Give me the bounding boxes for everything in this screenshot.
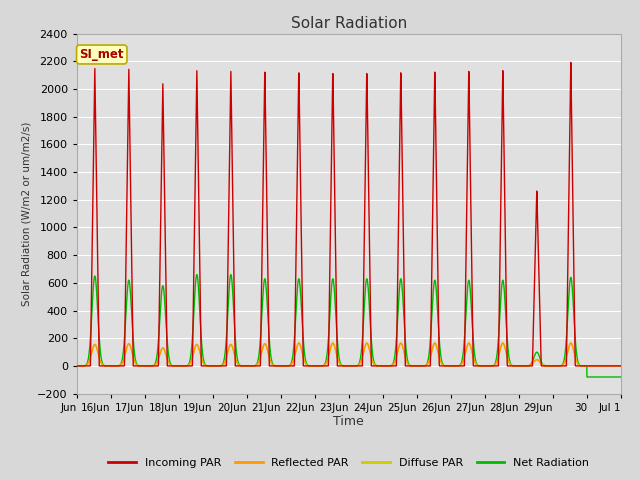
Y-axis label: Solar Radiation (W/m2 or um/m2/s): Solar Radiation (W/m2 or um/m2/s) xyxy=(22,121,32,306)
Text: SI_met: SI_met xyxy=(79,48,124,61)
X-axis label: Time: Time xyxy=(333,415,364,429)
Legend: Incoming PAR, Reflected PAR, Diffuse PAR, Net Radiation: Incoming PAR, Reflected PAR, Diffuse PAR… xyxy=(104,453,594,472)
Title: Solar Radiation: Solar Radiation xyxy=(291,16,407,31)
